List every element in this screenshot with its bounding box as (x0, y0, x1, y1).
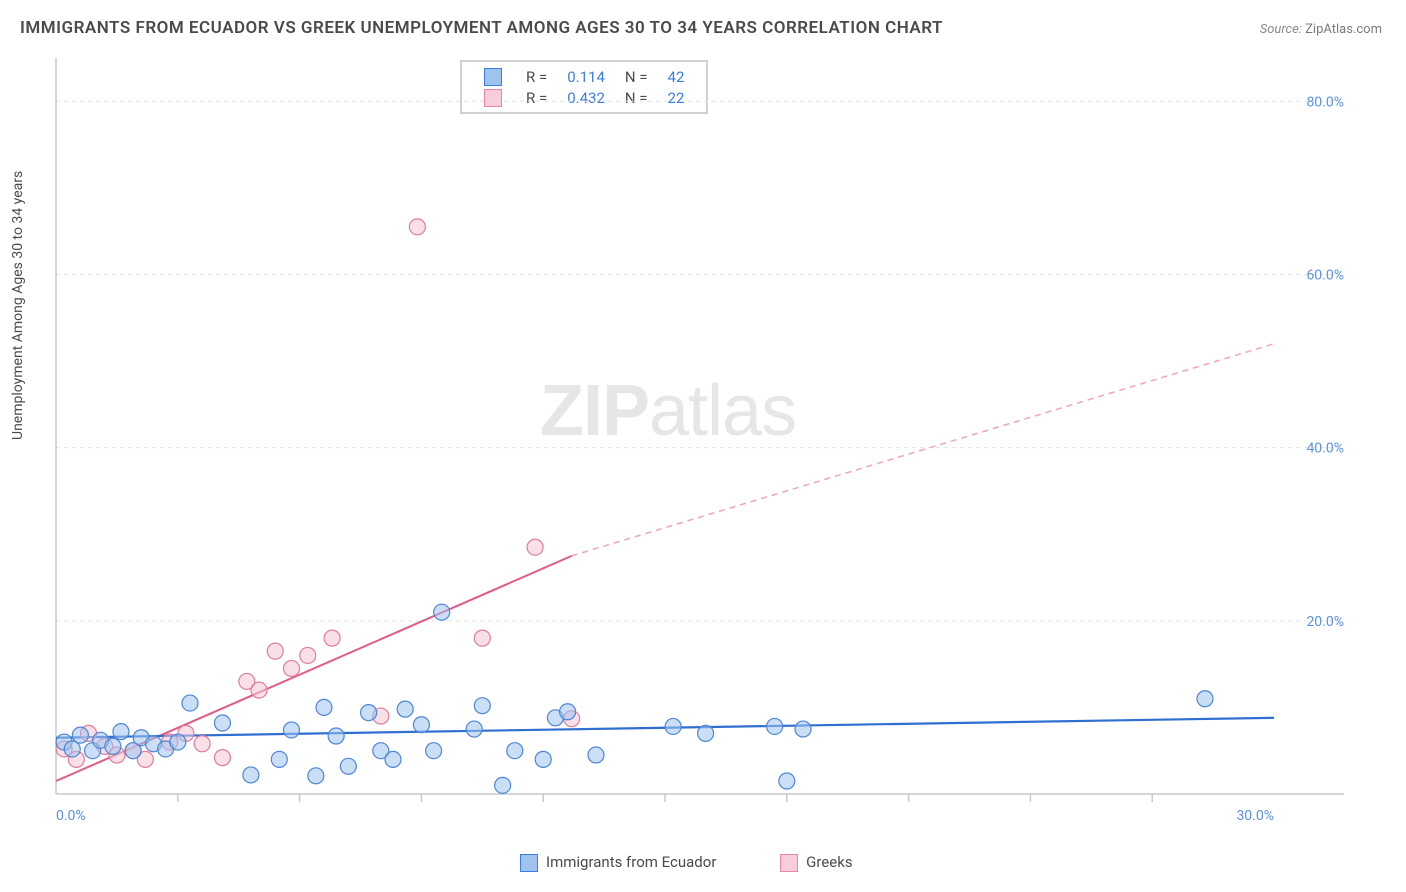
scatter-svg: 20.0% 40.0% 60.0% 80.0% 0.0% 30.0% (54, 56, 1354, 826)
svg-text:80.0%: 80.0% (1306, 94, 1344, 110)
legend-series: Immigrants from Ecuador Greeks (520, 853, 913, 872)
svg-text:20.0%: 20.0% (1306, 614, 1344, 630)
legend-label-blue: Immigrants from Ecuador (546, 853, 716, 871)
source-label: Source: (1260, 22, 1302, 37)
legend-swatch-pink (780, 854, 798, 872)
chart-title: IMMIGRANTS FROM ECUADOR VS GREEK UNEMPLO… (20, 18, 943, 38)
chart-plot-area: 20.0% 40.0% 60.0% 80.0% 0.0% 30.0% (54, 56, 1354, 826)
legend-item-blue: Immigrants from Ecuador (520, 853, 750, 871)
legend-label-pink: Greeks (806, 853, 852, 871)
source-attribution: Source: ZipAtlas.com (1260, 22, 1382, 37)
legend-swatch-blue (520, 854, 538, 872)
svg-text:40.0%: 40.0% (1306, 441, 1344, 457)
svg-text:30.0%: 30.0% (1236, 808, 1274, 824)
y-axis-label: Unemployment Among Ages 30 to 34 years (10, 171, 26, 440)
source-value: ZipAtlas.com (1305, 22, 1382, 37)
legend-item-pink: Greeks (780, 853, 882, 871)
svg-text:0.0%: 0.0% (56, 808, 86, 824)
svg-text:60.0%: 60.0% (1306, 267, 1344, 283)
